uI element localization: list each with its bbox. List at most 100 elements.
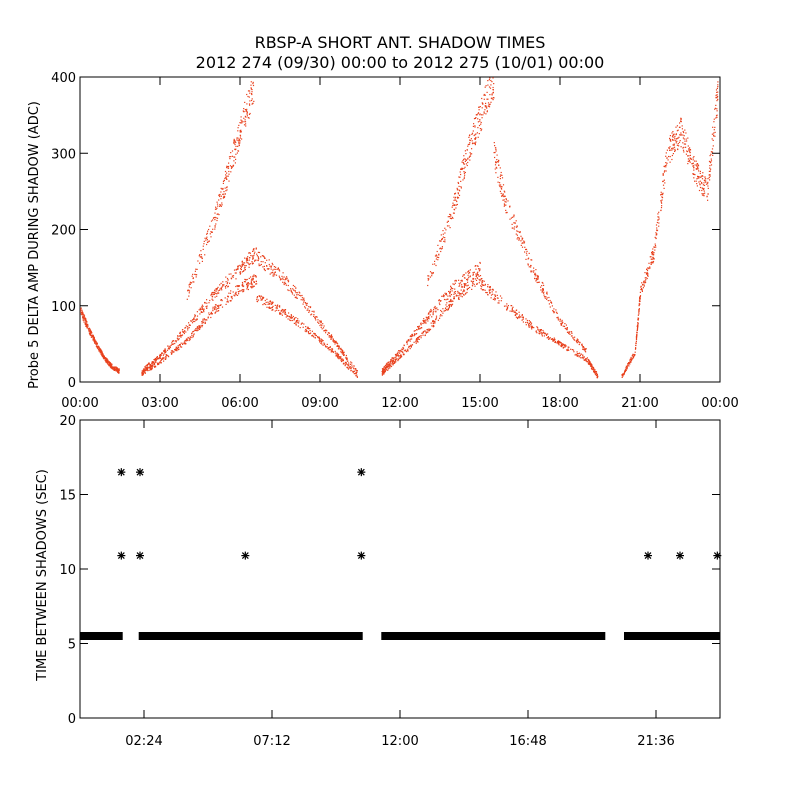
amp-point: [251, 286, 253, 288]
amp-point: [471, 132, 474, 134]
amp-point: [645, 273, 648, 275]
amp-point: [467, 158, 469, 160]
amp-point: [425, 321, 427, 323]
amp-point: [509, 310, 511, 312]
amp-point: [110, 363, 112, 365]
amp-point: [417, 326, 419, 328]
amp-point: [640, 286, 642, 288]
amp-point: [234, 140, 236, 143]
amp-point: [494, 294, 496, 296]
amp-point: [218, 304, 220, 306]
amp-point: [488, 104, 490, 106]
amp-point: [199, 328, 201, 330]
amp-point: [440, 300, 442, 302]
amp-point: [495, 166, 497, 168]
amp-point: [270, 301, 272, 303]
amp-point: [350, 367, 352, 369]
amp-point: [494, 145, 496, 147]
amp-point: [517, 236, 519, 239]
amp-point: [434, 255, 437, 257]
amp-point: [449, 292, 451, 295]
amp-point: [100, 349, 102, 352]
amp-point: [716, 91, 718, 93]
amp-point: [315, 334, 317, 336]
amp-point: [678, 141, 681, 143]
amp-point: [467, 287, 469, 289]
amp-point: [439, 248, 441, 250]
amp-point: [308, 306, 310, 308]
amp-point: [672, 136, 674, 138]
amp-point: [159, 356, 161, 358]
amp-point: [420, 327, 422, 329]
amp-point: [217, 286, 219, 288]
amp-point: [244, 269, 246, 271]
amp-point: [707, 199, 709, 201]
amp-point: [144, 371, 146, 373]
amp-point: [546, 291, 548, 293]
amp-point: [670, 140, 672, 142]
amp-point: [80, 311, 82, 313]
amp-point: [214, 308, 216, 311]
amp-point: [281, 314, 283, 316]
amp-point: [183, 332, 185, 335]
amp-point: [630, 358, 632, 360]
amp-point: [382, 369, 384, 371]
amp-point: [450, 305, 452, 307]
amp-point: [246, 259, 248, 261]
amp-point: [497, 302, 499, 304]
amp-point: [92, 339, 94, 341]
amp-point: [533, 267, 535, 269]
amp-point: [465, 163, 467, 165]
amp-point: [239, 137, 241, 139]
amp-point: [148, 363, 150, 365]
amp-point: [394, 362, 396, 364]
amp-point: [676, 140, 678, 142]
amp-point: [290, 315, 293, 317]
amp-point: [157, 363, 159, 365]
amp-point: [210, 316, 212, 319]
amp-point: [229, 300, 231, 302]
amp-point: [240, 131, 242, 133]
amp-point: [319, 341, 321, 343]
amp-point: [99, 349, 101, 351]
amp-point: [653, 258, 655, 260]
amp-point: [535, 277, 537, 280]
amp-point: [431, 273, 433, 275]
amp-point: [230, 290, 232, 292]
amp-point: [206, 232, 208, 234]
amp-point: [351, 362, 353, 364]
amp-point: [560, 342, 562, 344]
amp-point: [338, 346, 340, 348]
amp-point: [205, 319, 207, 321]
amp-point: [188, 339, 190, 342]
amp-point: [552, 310, 554, 312]
amp-point: [391, 360, 393, 362]
amp-point: [442, 312, 444, 314]
amp-point: [632, 356, 634, 358]
amp-point: [553, 338, 555, 341]
amp-point: [86, 321, 88, 323]
amp-point: [663, 166, 666, 168]
amp-point: [245, 125, 247, 127]
bottom-x-tick-label: 16:48: [509, 734, 546, 749]
amp-point: [442, 236, 444, 238]
amp-point: [238, 285, 240, 287]
amp-point: [449, 305, 451, 307]
amp-point: [447, 295, 449, 297]
amp-point: [581, 345, 583, 347]
amp-point: [389, 361, 391, 363]
amp-point: [433, 320, 435, 323]
amp-point: [481, 281, 484, 283]
amp-point: [565, 344, 567, 347]
amp-point: [347, 368, 350, 370]
amp-point: [661, 205, 663, 207]
amp-point: [81, 311, 84, 313]
amp-point: [664, 182, 666, 184]
amp-point: [101, 351, 103, 353]
amp-point: [672, 144, 674, 146]
amp-point: [480, 114, 483, 116]
amp-point: [274, 310, 276, 312]
amp-point: [516, 317, 519, 320]
amp-point: [356, 376, 358, 378]
amp-point: [649, 267, 651, 269]
